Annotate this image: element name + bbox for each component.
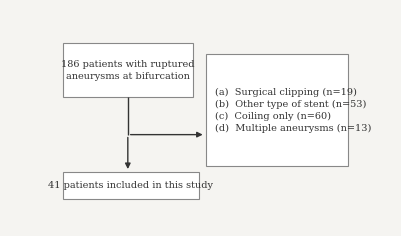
Text: (a)  Surgical clipping (n=19): (a) Surgical clipping (n=19) — [215, 88, 357, 97]
Text: (b)  Other type of stent (n=53): (b) Other type of stent (n=53) — [215, 100, 366, 109]
Text: (c)  Coiling only (n=60): (c) Coiling only (n=60) — [215, 112, 331, 121]
Text: (d)  Multiple aneurysms (n=13): (d) Multiple aneurysms (n=13) — [215, 123, 371, 133]
Text: 41 patients included in this study: 41 patients included in this study — [49, 181, 213, 190]
Text: aneurysms at bifurcation: aneurysms at bifurcation — [66, 72, 190, 81]
FancyBboxPatch shape — [206, 54, 348, 166]
Text: 186 patients with ruptured: 186 patients with ruptured — [61, 60, 194, 69]
FancyBboxPatch shape — [63, 43, 193, 97]
FancyBboxPatch shape — [63, 172, 199, 199]
